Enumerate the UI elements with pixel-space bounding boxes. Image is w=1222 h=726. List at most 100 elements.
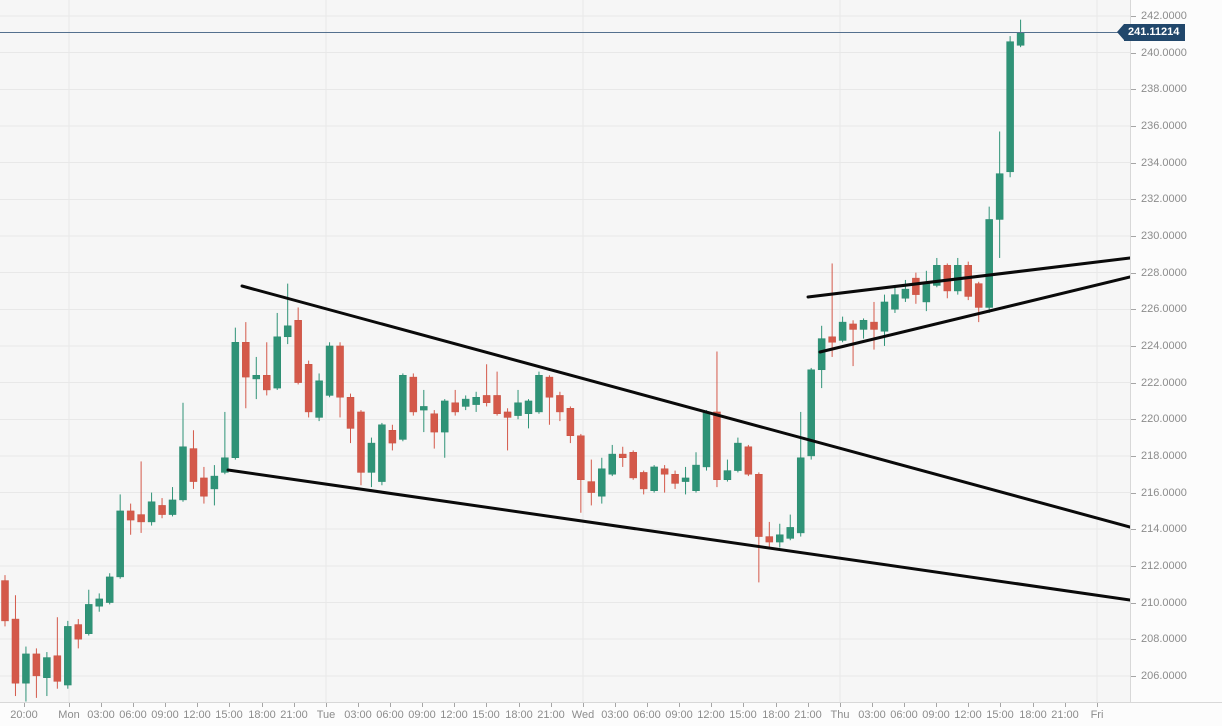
time-axis-tick [615,703,616,707]
candle-up [283,325,292,338]
candle-down [409,376,418,413]
time-axis-tick [808,703,809,707]
candle-up [838,321,847,341]
trend-line-descending-resistance[interactable] [240,284,1130,529]
candle-up [922,283,931,303]
candle-down [849,323,857,330]
time-axis-label: 18:00 [1019,709,1047,721]
time-axis-label: 03:00 [601,709,629,721]
time-axis-label: 15:00 [729,709,757,721]
candle-up [807,369,815,457]
price-axis-tick [1131,492,1136,494]
time-axis-tick [133,703,134,707]
time-axis-tick [1065,703,1066,707]
time-axis-tick [390,703,391,707]
candle-up [681,477,690,482]
candle-down [828,336,836,343]
time-axis-tick [229,703,230,707]
price-axis-label: 216.0000 [1141,486,1187,499]
candle-down [713,411,721,480]
candle-up [650,466,658,491]
plot-area[interactable] [0,0,1131,703]
candle-up [147,501,156,523]
time-axis-tick [840,703,841,707]
time-axis-label: Tue [316,709,336,721]
candlestick-plot[interactable] [0,0,1130,702]
candle-down [294,320,302,383]
candle-up [985,219,993,308]
candle-down [482,395,491,404]
time-axis-tick [422,703,423,707]
candle-up [723,470,732,480]
time-axis-label: Wed [571,709,595,721]
price-axis-label: 236.0000 [1141,119,1187,132]
candle-up [776,534,784,543]
time-axis-tick [711,703,712,707]
price-axis-tick [1131,455,1136,457]
candle-up [859,320,868,330]
price-axis-tick [1131,16,1136,17]
candle-up [179,446,187,501]
price-axis-tick [1131,529,1136,531]
candle-up [901,288,910,299]
candle-down [74,624,83,640]
candle-up [786,527,794,539]
candle-up [168,499,177,515]
candle-down [357,411,365,473]
candle-down [671,474,679,484]
time-axis-label: 09:00 [408,709,436,721]
trend-line-ascending-support[interactable] [818,275,1130,354]
time-axis-label: 12:00 [954,709,982,721]
time-axis-tick [101,703,102,707]
price-axis-tick [1131,345,1136,347]
price-axis-tick [1131,309,1136,311]
time-axis-tick [165,703,166,707]
time-axis-tick [69,703,70,707]
candle-up [1016,32,1025,46]
time-axis[interactable]: 20:00 Mon 03:00 06:00 09:00 12:00 15:00 18:00 21… [0,703,1222,726]
price-axis-tick [1131,125,1136,127]
price-axis[interactable]: 242.0000 240.0000 238.0000 236.0000 234.0000… [1131,0,1222,703]
candle-down [126,510,135,521]
candle-up [221,457,229,473]
candle-down [451,402,459,413]
time-axis-label: 12:00 [440,709,468,721]
time-axis-label: 06:00 [890,709,918,721]
candle-down [53,655,62,682]
candle-down [11,618,20,684]
price-axis-label: 220.0000 [1141,413,1187,426]
candle-up [796,457,805,534]
candle-down [503,411,512,418]
candle-down [943,265,952,292]
trend-line-ascending-resistance[interactable] [806,256,1130,299]
candle-up [85,604,93,634]
candle-up [315,380,323,418]
time-axis-tick [647,703,648,707]
time-axis-label: 12:00 [183,709,211,721]
candle-up [692,464,700,491]
time-axis-tick [872,703,873,707]
time-axis-tick [776,703,777,707]
candle-up [325,345,334,396]
price-axis-tick [1131,639,1136,641]
price-axis-label: 210.0000 [1141,596,1187,609]
price-axis-tick [1131,52,1136,54]
candle-up [22,653,30,684]
candle-up [440,400,449,433]
candle-up [524,400,533,415]
price-axis-label: 242.0000 [1141,10,1187,22]
candle-up [116,510,124,578]
time-axis-label: 15:00 [472,709,500,721]
price-axis-label: 214.0000 [1141,523,1187,536]
time-axis-label: 09:00 [665,709,693,721]
candle-up [420,406,428,411]
time-axis-tick [1000,703,1001,707]
time-axis-tick [551,703,552,707]
candle-down [870,321,878,330]
candle-down [765,536,774,543]
candle-down [430,413,439,433]
time-axis-label: 18:00 [505,709,533,721]
trend-line-descending-support[interactable] [226,468,1130,602]
candle-up [210,475,219,490]
time-axis-label: 06:00 [119,709,147,721]
